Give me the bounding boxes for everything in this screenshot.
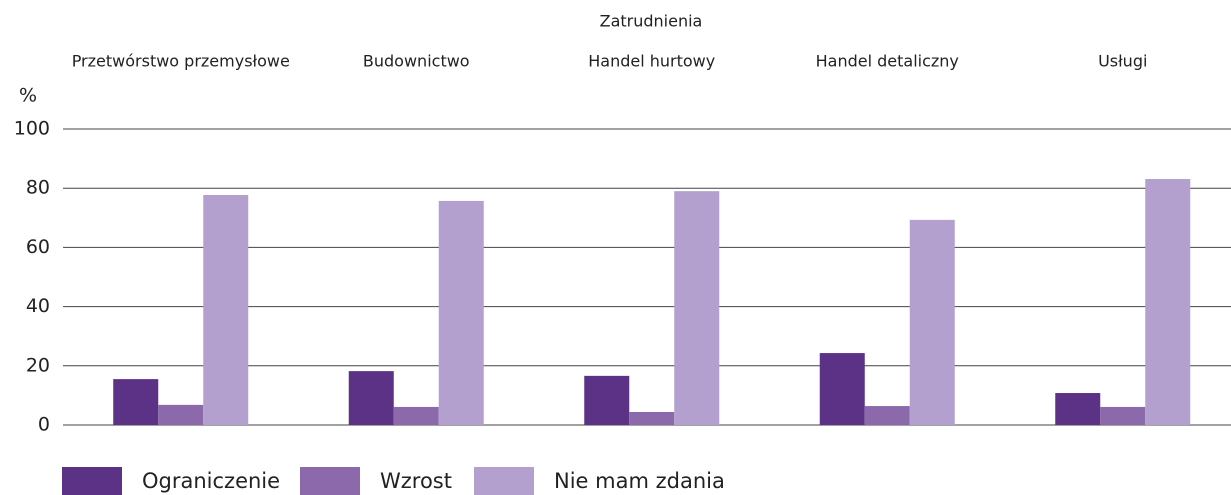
legend-swatch bbox=[62, 467, 122, 495]
legend-label: Wzrost bbox=[380, 469, 452, 493]
bar bbox=[113, 379, 159, 425]
category-label: Budownictwo bbox=[363, 52, 470, 71]
bar bbox=[1100, 406, 1146, 425]
bar bbox=[629, 411, 675, 425]
bar bbox=[393, 406, 439, 425]
y-tick-label: 60 bbox=[26, 236, 50, 258]
bar bbox=[819, 353, 865, 425]
bar bbox=[909, 219, 955, 425]
y-tick-label: 0 bbox=[38, 414, 50, 436]
category-label: Przetwórstwo przemysłowe bbox=[72, 52, 290, 71]
y-axis-label: % bbox=[19, 85, 37, 107]
legend-label: Ograniczenie bbox=[142, 469, 280, 493]
legend-swatch bbox=[300, 467, 360, 495]
bar bbox=[438, 200, 484, 425]
bar bbox=[203, 195, 249, 425]
y-tick-label: 80 bbox=[26, 177, 50, 199]
chart-title: Zatrudnienia bbox=[600, 12, 703, 31]
y-tick-label: 40 bbox=[26, 295, 50, 317]
legend-label: Nie mam zdania bbox=[554, 469, 725, 493]
bar bbox=[1055, 393, 1101, 425]
category-label: Usługi bbox=[1098, 52, 1147, 71]
legend-swatch bbox=[474, 467, 534, 495]
y-tick-label: 100 bbox=[14, 118, 50, 140]
bar bbox=[1145, 179, 1191, 425]
bar bbox=[584, 375, 630, 425]
bar bbox=[348, 371, 394, 425]
category-label: Handel hurtowy bbox=[588, 52, 715, 71]
bar bbox=[158, 404, 204, 425]
bar bbox=[864, 406, 910, 425]
category-label: Handel detaliczny bbox=[816, 52, 959, 71]
y-tick-label: 20 bbox=[26, 354, 50, 376]
bar bbox=[674, 191, 720, 425]
